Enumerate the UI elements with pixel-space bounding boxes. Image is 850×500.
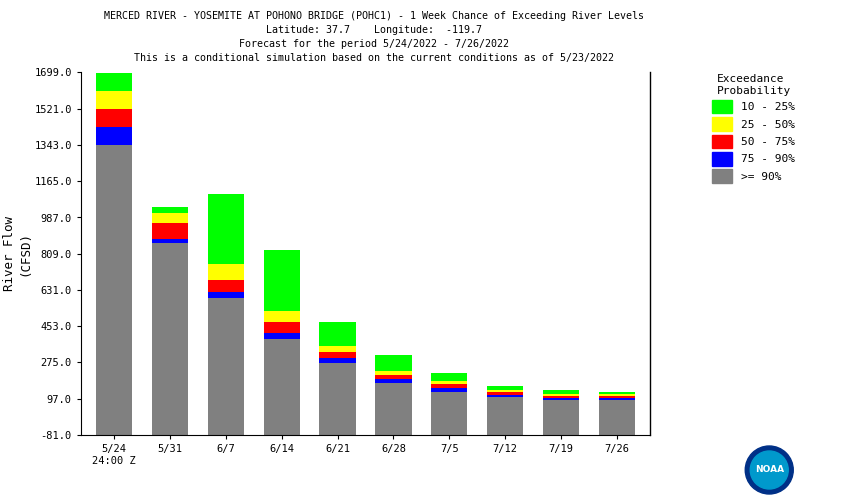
- Bar: [152, 240, 188, 244]
- Text: Latitude: 37.7    Longitude:  -119.7: Latitude: 37.7 Longitude: -119.7: [266, 25, 482, 35]
- Bar: [431, 372, 468, 381]
- Bar: [543, 396, 579, 398]
- Bar: [598, 394, 635, 396]
- Text: This is a conditional simulation based on the current conditions as of 5/23/2022: This is a conditional simulation based o…: [134, 53, 614, 63]
- Circle shape: [751, 451, 788, 489]
- Bar: [543, 390, 579, 394]
- Bar: [207, 292, 244, 298]
- Bar: [96, 90, 133, 109]
- Bar: [598, 398, 635, 400]
- Bar: [96, 109, 133, 128]
- Bar: [431, 388, 468, 392]
- Circle shape: [745, 446, 793, 494]
- Bar: [598, 392, 635, 394]
- Legend: 10 - 25%, 25 - 50%, 50 - 75%, 75 - 90%, >= 90%: 10 - 25%, 25 - 50%, 50 - 75%, 75 - 90%, …: [709, 71, 798, 186]
- Y-axis label: River Flow
(CFSD): River Flow (CFSD): [3, 216, 31, 291]
- Bar: [487, 397, 524, 435]
- Bar: [96, 72, 133, 90]
- Bar: [375, 370, 411, 374]
- Bar: [320, 352, 356, 358]
- Bar: [320, 322, 356, 346]
- Bar: [598, 396, 635, 398]
- Bar: [96, 145, 133, 435]
- Bar: [207, 280, 244, 292]
- Bar: [152, 213, 188, 223]
- Bar: [431, 384, 468, 388]
- Bar: [431, 381, 468, 384]
- Bar: [431, 392, 468, 435]
- Bar: [207, 298, 244, 435]
- Bar: [375, 379, 411, 383]
- Bar: [487, 390, 524, 392]
- Bar: [320, 358, 356, 362]
- Bar: [320, 362, 356, 435]
- Bar: [375, 374, 411, 379]
- Bar: [487, 395, 524, 397]
- Bar: [598, 400, 635, 435]
- Bar: [264, 339, 300, 435]
- Text: MERCED RIVER - YOSEMITE AT POHONO BRIDGE (POHC1) - 1 Week Chance of Exceeding Ri: MERCED RIVER - YOSEMITE AT POHONO BRIDGE…: [104, 11, 644, 21]
- Bar: [487, 386, 524, 390]
- Text: Forecast for the period 5/24/2022 - 7/26/2022: Forecast for the period 5/24/2022 - 7/26…: [239, 39, 509, 49]
- Bar: [152, 223, 188, 240]
- Bar: [96, 128, 133, 145]
- Bar: [375, 383, 411, 435]
- Bar: [152, 206, 188, 213]
- Bar: [264, 322, 300, 333]
- Bar: [487, 392, 524, 395]
- Text: NOAA: NOAA: [755, 466, 784, 474]
- Bar: [264, 250, 300, 310]
- Bar: [207, 194, 244, 264]
- Bar: [543, 394, 579, 396]
- Bar: [543, 398, 579, 400]
- Bar: [264, 333, 300, 339]
- Bar: [264, 310, 300, 322]
- Bar: [543, 400, 579, 435]
- Bar: [320, 346, 356, 352]
- Bar: [207, 264, 244, 280]
- Bar: [375, 356, 411, 370]
- Bar: [152, 244, 188, 435]
